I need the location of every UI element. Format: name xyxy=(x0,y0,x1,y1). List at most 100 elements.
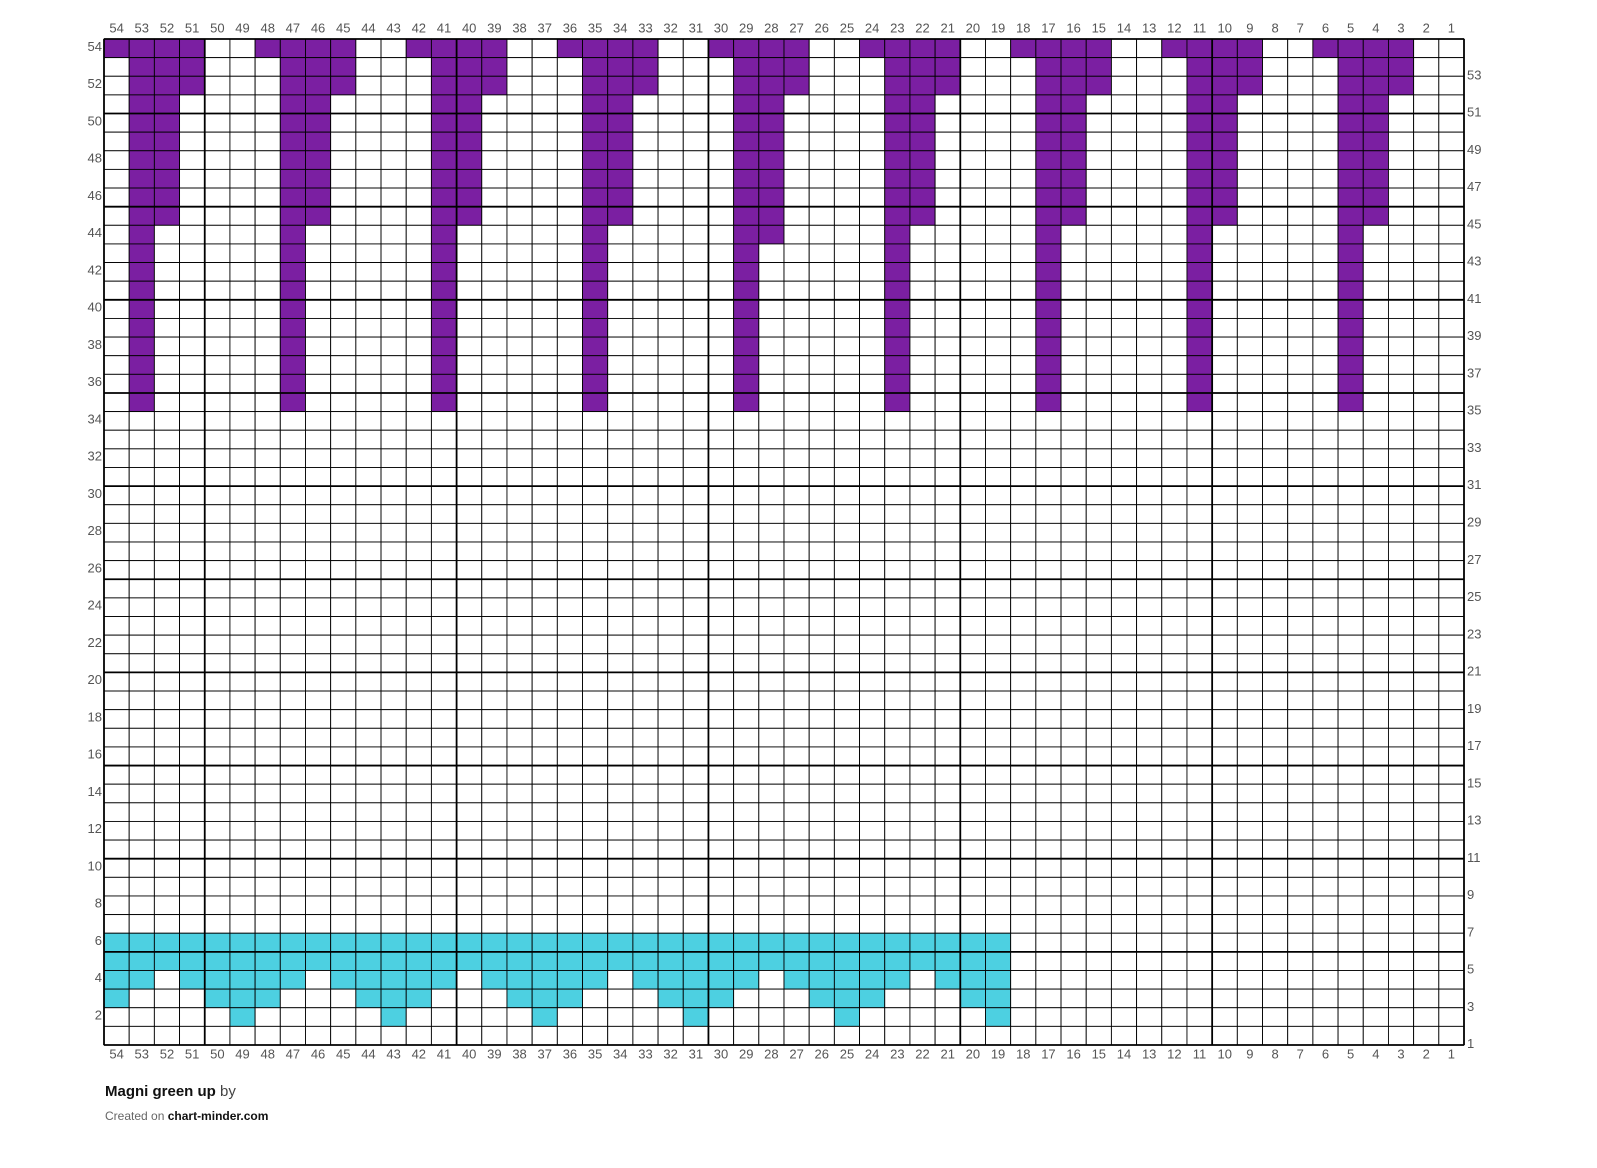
stitch-cell xyxy=(1387,467,1415,487)
stitch-cell xyxy=(556,280,583,301)
stitch-cell xyxy=(1287,280,1314,301)
stitch-cell xyxy=(1287,1025,1314,1046)
stitch-cell xyxy=(229,858,256,878)
stitch-cell xyxy=(607,541,634,562)
row-label: 19 xyxy=(1467,701,1481,716)
stitch-cell xyxy=(1060,783,1087,804)
stitch-cell xyxy=(355,131,382,152)
stitch-cell xyxy=(1413,373,1440,394)
stitch-cell xyxy=(733,839,760,860)
stitch-cell xyxy=(1337,802,1364,822)
stitch-cell xyxy=(1085,168,1112,189)
stitch-cell xyxy=(884,970,911,990)
stitch-cell xyxy=(153,187,181,208)
stitch-cell xyxy=(556,467,583,487)
stitch-cell xyxy=(204,224,231,245)
stitch-cell xyxy=(1186,299,1213,319)
stitch-cell xyxy=(1161,206,1188,226)
stitch-cell xyxy=(884,224,911,245)
row-label: 32 xyxy=(88,449,102,464)
column-label: 46 xyxy=(311,1046,325,1061)
stitch-cell xyxy=(682,317,709,338)
footer-line: Magni green up by xyxy=(105,1083,236,1100)
stitch-cell xyxy=(1186,560,1213,580)
stitch-cell xyxy=(758,485,785,506)
stitch-cell xyxy=(808,820,835,841)
stitch-cell xyxy=(859,578,886,599)
stitch-cell xyxy=(1136,429,1163,450)
stitch-cell xyxy=(1085,560,1112,580)
stitch-cell xyxy=(1362,336,1389,357)
stitch-cell xyxy=(1413,671,1440,692)
stitch-cell xyxy=(481,429,508,450)
stitch-cell xyxy=(1085,57,1112,77)
stitch-cell xyxy=(657,467,684,487)
stitch-cell xyxy=(1186,1007,1213,1027)
stitch-cell xyxy=(330,820,357,841)
stitch-cell xyxy=(657,206,684,226)
stitch-cell xyxy=(909,411,936,431)
stitch-cell xyxy=(1035,858,1062,878)
stitch-cell xyxy=(556,932,583,953)
stitch-cell xyxy=(330,839,357,860)
stitch-cell xyxy=(959,57,986,77)
stitch-cell xyxy=(808,113,835,133)
stitch-cell xyxy=(1110,224,1138,245)
stitch-cell xyxy=(959,690,986,711)
stitch-cell xyxy=(707,75,735,96)
stitch-cell xyxy=(103,914,130,934)
stitch-cell xyxy=(833,243,861,264)
stitch-cell xyxy=(808,746,835,767)
stitch-cell xyxy=(582,858,609,878)
stitch-cell xyxy=(179,94,206,114)
stitch-cell xyxy=(279,411,306,431)
stitch-cell xyxy=(531,578,558,599)
stitch-cell xyxy=(959,671,986,692)
stitch-cell xyxy=(1287,578,1314,599)
stitch-cell xyxy=(1211,690,1238,711)
stitch-cell xyxy=(1438,876,1465,897)
stitch-cell xyxy=(783,485,810,506)
stitch-cell xyxy=(1085,541,1112,562)
stitch-cell xyxy=(405,57,432,77)
stitch-cell xyxy=(959,411,986,431)
stitch-cell xyxy=(305,448,332,468)
stitch-cell xyxy=(959,150,986,170)
stitch-cell xyxy=(1161,299,1188,319)
stitch-cell xyxy=(1337,1007,1364,1027)
stitch-cell xyxy=(758,504,785,524)
stitch-cell xyxy=(758,280,785,301)
stitch-cell xyxy=(985,448,1012,468)
row-label: 13 xyxy=(1467,813,1481,828)
stitch-cell xyxy=(985,355,1012,375)
stitch-cell xyxy=(103,765,130,785)
stitch-cell xyxy=(380,951,407,971)
stitch-cell xyxy=(556,206,583,226)
stitch-cell xyxy=(1035,187,1062,208)
site-link[interactable]: chart-minder.com xyxy=(168,1109,269,1123)
stitch-cell xyxy=(355,932,382,953)
column-label: 19 xyxy=(991,1046,1005,1061)
stitch-cell xyxy=(959,932,986,953)
stitch-cell xyxy=(103,467,130,487)
stitch-cell xyxy=(128,392,155,413)
stitch-cell xyxy=(1161,709,1188,729)
row-label: 46 xyxy=(88,188,102,203)
stitch-cell xyxy=(758,690,785,711)
stitch-cell xyxy=(1136,168,1163,189)
stitch-cell xyxy=(582,578,609,599)
stitch-cell xyxy=(1287,895,1314,916)
stitch-cell xyxy=(1438,317,1465,338)
stitch-cell xyxy=(506,57,533,77)
stitch-cell xyxy=(103,448,130,468)
stitch-cell xyxy=(355,709,382,729)
column-label: 47 xyxy=(286,20,300,35)
stitch-cell xyxy=(128,783,155,804)
row-label: 52 xyxy=(88,76,102,91)
stitch-cell xyxy=(405,578,432,599)
stitch-cell xyxy=(1236,727,1263,748)
stitch-cell xyxy=(632,988,659,1009)
row-label: 47 xyxy=(1467,179,1481,194)
stitch-cell xyxy=(682,448,709,468)
stitch-cell xyxy=(985,616,1012,636)
